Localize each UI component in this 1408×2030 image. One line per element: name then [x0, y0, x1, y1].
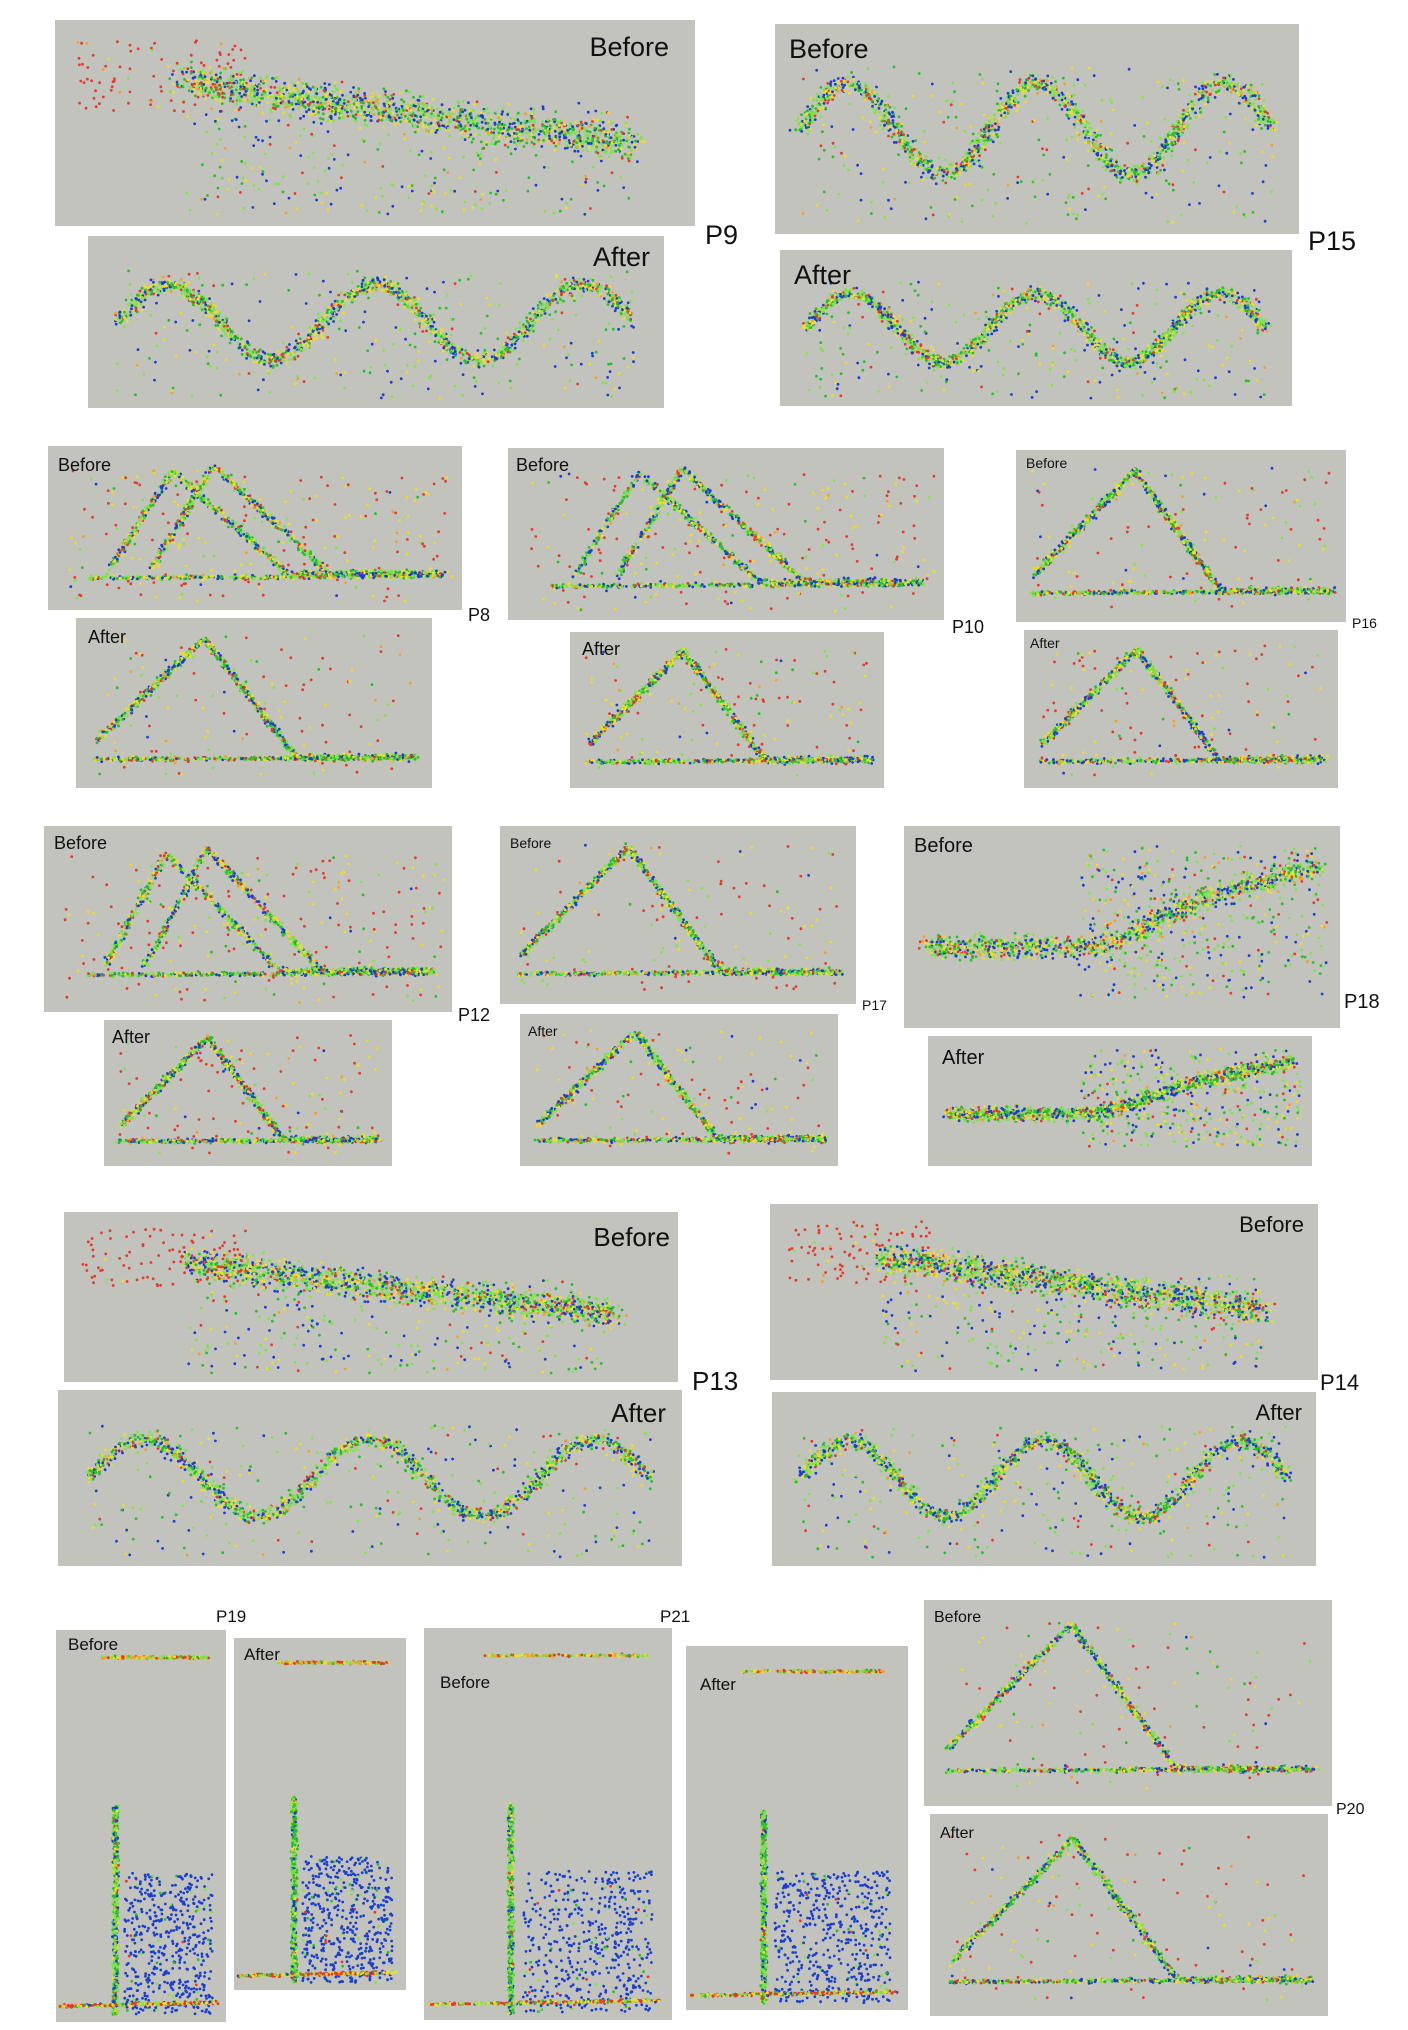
panel-p16-after: After [1024, 630, 1338, 788]
scatter-p15-before [788, 65, 1279, 225]
scatter-p14-before [788, 1220, 1277, 1373]
scatter-p20-after [948, 1833, 1315, 2002]
panel-id-p16: P16 [1352, 616, 1377, 630]
label-before: Before [589, 34, 669, 61]
scatter-p10-after [584, 647, 875, 777]
panel-id-p8: P8 [468, 606, 490, 624]
panel-p13-after: After [58, 1390, 682, 1566]
panel-p8-before: Before [48, 446, 462, 610]
scatter-p18-after [942, 1047, 1302, 1148]
panel-p18-after: After [928, 1036, 1312, 1166]
panel-p21-before: Before [424, 1628, 672, 2020]
label-before: Before [593, 1224, 670, 1250]
scatter-p15-after [802, 280, 1273, 400]
scatter-p21-after [688, 1668, 899, 2005]
panel-id-p19: P19 [216, 1608, 246, 1625]
panel-id-p9: P9 [705, 222, 738, 249]
label-after: After [593, 244, 650, 271]
panel-p21-after: After [686, 1646, 908, 2010]
panel-p10-after: After [570, 632, 884, 788]
label-after: After [112, 1028, 150, 1046]
scatter-p16-after [1038, 644, 1330, 777]
label-after: After [794, 262, 851, 289]
panel-id-p12: P12 [458, 1006, 490, 1024]
panel-id-p21: P21 [660, 1608, 690, 1625]
scatter-p9-before [76, 39, 646, 216]
panel-p14-after: After [772, 1392, 1316, 1566]
panel-id-p13: P13 [692, 1368, 738, 1394]
panel-p17-after: After [520, 1014, 838, 1166]
label-after: After [244, 1646, 280, 1663]
panel-p15-after: After [780, 250, 1292, 406]
panel-p20-after: After [930, 1814, 1328, 2016]
scatter-p13-after [86, 1424, 655, 1559]
panel-p15-before: Before [775, 24, 1299, 234]
label-after: After [700, 1676, 736, 1693]
panel-p19-before: Before [56, 1630, 226, 2022]
label-after: After [88, 628, 126, 646]
panel-p9-after: After [88, 236, 664, 408]
label-before: Before [516, 456, 569, 474]
label-before: Before [68, 1636, 118, 1653]
label-after: After [611, 1400, 666, 1426]
scatter-p17-after [533, 1029, 829, 1155]
panel-p8-after: After [76, 618, 432, 788]
label-before: Before [58, 456, 111, 474]
panel-id-p14: P14 [1320, 1372, 1359, 1394]
scatter-p13-before [81, 1227, 628, 1375]
scatter-p18-before [917, 844, 1329, 999]
scatter-p12-after [114, 1034, 383, 1155]
scatter-p10-before [530, 466, 936, 613]
label-before: Before [789, 36, 869, 63]
scatter-p20-before [944, 1621, 1321, 1790]
panel-p10-before: Before [508, 448, 944, 620]
panel-p18-before: Before [904, 826, 1340, 1028]
label-before: Before [440, 1674, 490, 1691]
label-before: Before [54, 834, 107, 852]
label-before: Before [1239, 1214, 1304, 1236]
panel-id-p20: P20 [1336, 1802, 1364, 1818]
label-before: Before [510, 836, 551, 850]
scatter-p17-before [516, 842, 844, 991]
panel-p14-before: Before [770, 1204, 1318, 1380]
panel-id-p15: P15 [1308, 228, 1356, 255]
scatter-p19-after [236, 1659, 398, 1985]
scatter-p8-after [92, 634, 420, 776]
label-before: Before [934, 1610, 981, 1626]
panel-p16-before: Before [1016, 450, 1346, 622]
panel-p12-after: After [104, 1020, 392, 1166]
scatter-p9-after [114, 269, 635, 400]
scatter-p8-before [68, 464, 454, 603]
panel-p13-before: Before [64, 1212, 678, 1382]
panel-p17-before: Before [500, 826, 856, 1004]
label-after: After [1256, 1402, 1302, 1424]
panel-p20-before: Before [924, 1600, 1332, 1806]
label-after: After [1030, 636, 1060, 650]
panel-id-p18: P18 [1344, 992, 1380, 1012]
panel-p12-before: Before [44, 826, 452, 1012]
scatter-p16-before [1029, 466, 1337, 609]
label-after: After [942, 1048, 984, 1068]
panel-p19-after: After [234, 1638, 406, 1990]
scatter-p14-after [793, 1425, 1293, 1559]
scatter-p21-before [428, 1652, 661, 2016]
label-after: After [528, 1024, 558, 1038]
scatter-p19-before [57, 1654, 220, 2017]
panel-p9-before: Before [55, 20, 695, 226]
scatter-p12-before [63, 845, 446, 1004]
panel-id-p17: P17 [862, 998, 887, 1012]
label-before: Before [914, 836, 973, 856]
label-after: After [582, 640, 620, 658]
panel-id-p10: P10 [952, 618, 984, 636]
label-after: After [940, 1826, 974, 1842]
label-before: Before [1026, 456, 1067, 470]
